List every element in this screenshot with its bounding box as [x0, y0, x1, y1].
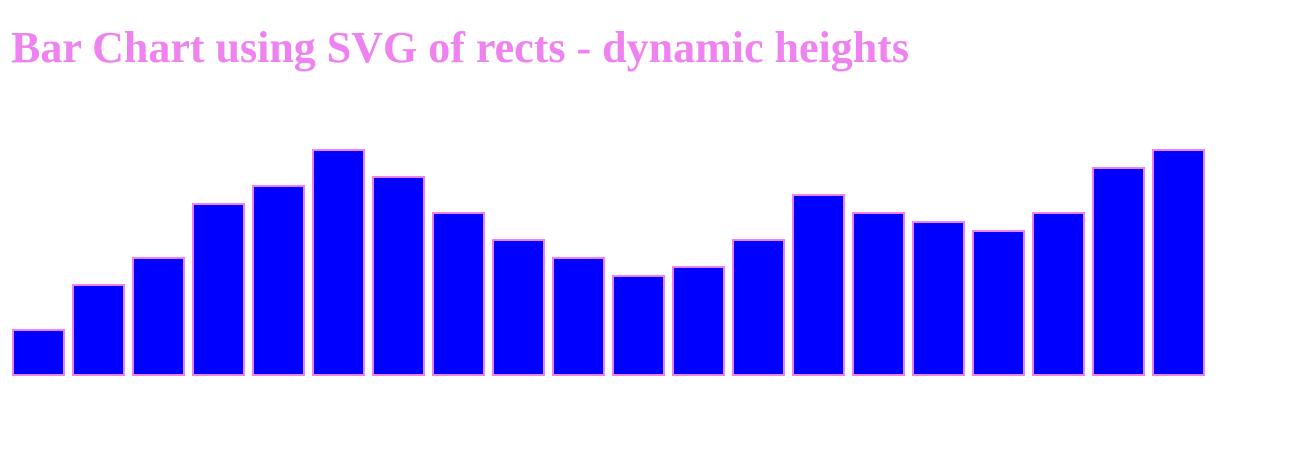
- bar-14: [792, 194, 845, 376]
- bar-13: [732, 239, 785, 376]
- bar-16: [912, 221, 965, 376]
- bar-5: [252, 185, 305, 376]
- bar-18: [1032, 212, 1085, 376]
- bars-group: [12, 149, 1205, 376]
- bar-9: [492, 239, 545, 376]
- bar-15: [852, 212, 905, 376]
- bar-7: [372, 176, 425, 376]
- bar-12: [672, 266, 725, 376]
- bar-17: [972, 230, 1025, 376]
- bar-11: [612, 275, 665, 376]
- bar-20: [1152, 149, 1205, 376]
- bar-2: [72, 284, 125, 376]
- bar-10: [552, 257, 605, 376]
- bar-8: [432, 212, 485, 376]
- bar-4: [192, 203, 245, 376]
- bar-19: [1092, 167, 1145, 376]
- bar-6: [312, 149, 365, 376]
- bar-3: [132, 257, 185, 376]
- page-title: Bar Chart using SVG of rects - dynamic h…: [11, 23, 909, 72]
- bar-1: [12, 329, 65, 376]
